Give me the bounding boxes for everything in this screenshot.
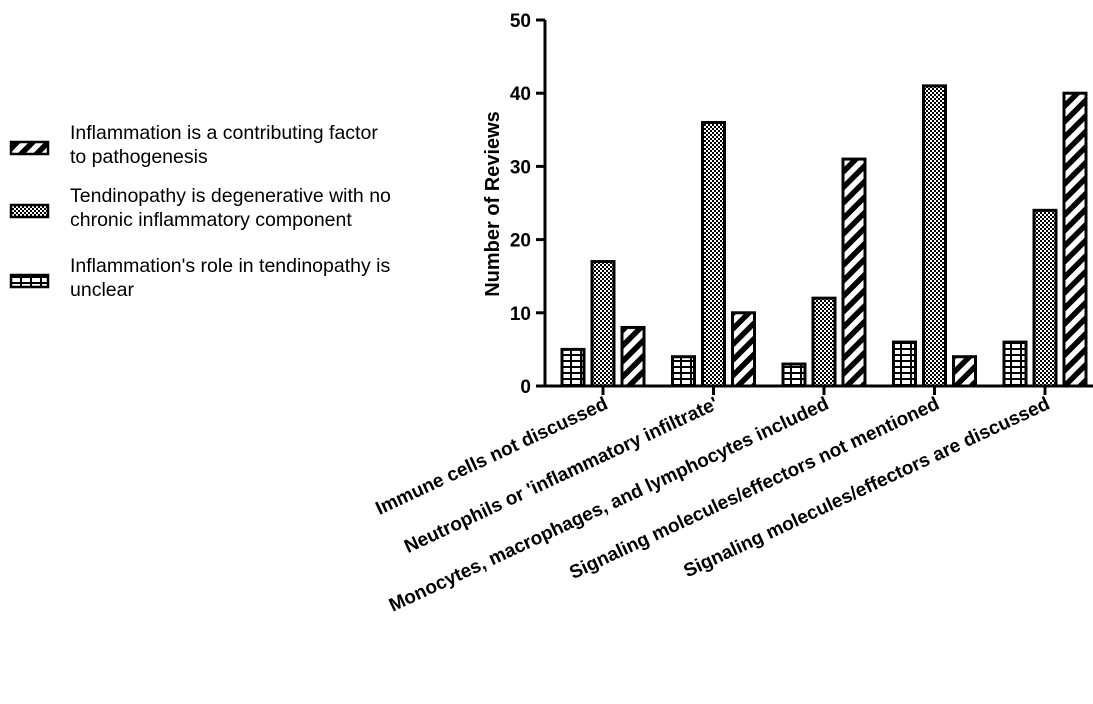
legend-label-diagonal-line-0: Inflammation is a contributing factor [70, 122, 378, 144]
bar-brick-1 [671, 355, 696, 388]
bar-diagonal-0 [620, 325, 646, 388]
legend-label-checker-line-0: Tendinopathy is degenerative with no [70, 185, 391, 207]
y-tick-label-30: 30 [510, 157, 531, 178]
bar-checker-0 [590, 260, 616, 388]
legend: Inflammation is a contributing factorto … [9, 122, 391, 301]
bar-diagonal-4 [1062, 91, 1088, 388]
legend-label-brick-line-0: Inflammation's role in tendinopathy is [70, 255, 390, 277]
y-axis: 0 10 20 30 40 50 [510, 11, 547, 398]
bar-brick-0 [560, 347, 586, 388]
y-axis-title: Number of Reviews [482, 111, 504, 297]
legend-swatch-diagonal [9, 140, 50, 156]
y-tick-label-0: 0 [520, 377, 531, 398]
bar-checker-4 [1032, 208, 1058, 388]
legend-swatch-checker [9, 203, 50, 219]
bar-brick-3 [892, 340, 917, 388]
y-tick-label-20: 20 [510, 231, 531, 252]
bars [560, 84, 1088, 388]
bar-checker-2 [811, 296, 837, 388]
bar-checker-3 [922, 84, 947, 388]
y-tick-label-10: 10 [510, 304, 531, 325]
bar-diagonal-1 [731, 311, 756, 388]
legend-label-checker-line-1: chronic inflammatory component [70, 209, 352, 231]
plot-area: 0 10 20 30 40 50 Immune cells not discussedNe… [373, 11, 1093, 616]
legend-swatch-brick [9, 273, 50, 289]
bar-checker-1 [701, 120, 726, 388]
bar-diagonal-3 [952, 355, 977, 388]
y-tick-label-50: 50 [510, 11, 531, 32]
bar-diagonal-2 [841, 157, 867, 388]
y-tick-label-40: 40 [510, 84, 531, 105]
legend-label-diagonal-line-1: to pathogenesis [70, 146, 208, 168]
bar-brick-4 [1002, 340, 1028, 388]
legend-label-brick-line-1: unclear [70, 279, 134, 301]
x-tick-label-2: Monocytes, macrophages, and lymphocytes … [386, 393, 832, 616]
bar-brick-2 [781, 362, 807, 388]
